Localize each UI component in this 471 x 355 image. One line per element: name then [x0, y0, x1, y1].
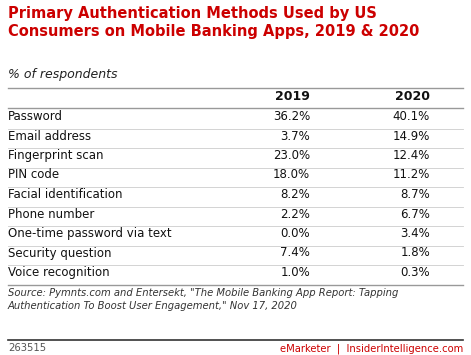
Text: 14.9%: 14.9%	[393, 130, 430, 142]
Text: 40.1%: 40.1%	[393, 110, 430, 123]
Text: 0.0%: 0.0%	[280, 227, 310, 240]
Text: Security question: Security question	[8, 246, 112, 260]
Text: 3.7%: 3.7%	[280, 130, 310, 142]
Text: Email address: Email address	[8, 130, 91, 142]
Text: Primary Authentication Methods Used by US
Consumers on Mobile Banking Apps, 2019: Primary Authentication Methods Used by U…	[8, 6, 419, 39]
Text: Phone number: Phone number	[8, 208, 94, 220]
Text: Facial identification: Facial identification	[8, 188, 122, 201]
Text: 3.4%: 3.4%	[400, 227, 430, 240]
Text: 23.0%: 23.0%	[273, 149, 310, 162]
Text: 2.2%: 2.2%	[280, 208, 310, 220]
Text: 8.2%: 8.2%	[280, 188, 310, 201]
Text: Fingerprint scan: Fingerprint scan	[8, 149, 104, 162]
Text: 36.2%: 36.2%	[273, 110, 310, 123]
Text: PIN code: PIN code	[8, 169, 59, 181]
Text: 263515: 263515	[8, 343, 46, 353]
Text: eMarketer  |  InsiderIntelligence.com: eMarketer | InsiderIntelligence.com	[280, 343, 463, 354]
Text: Voice recognition: Voice recognition	[8, 266, 110, 279]
Text: 1.0%: 1.0%	[280, 266, 310, 279]
Text: 18.0%: 18.0%	[273, 169, 310, 181]
Text: 12.4%: 12.4%	[393, 149, 430, 162]
Text: Password: Password	[8, 110, 63, 123]
Text: 1.8%: 1.8%	[400, 246, 430, 260]
Text: 6.7%: 6.7%	[400, 208, 430, 220]
Text: 7.4%: 7.4%	[280, 246, 310, 260]
Text: 11.2%: 11.2%	[393, 169, 430, 181]
Text: 0.3%: 0.3%	[400, 266, 430, 279]
Text: 8.7%: 8.7%	[400, 188, 430, 201]
Text: 2019: 2019	[275, 90, 310, 103]
Text: Source: Pymnts.com and Entersekt, "The Mobile Banking App Report: Tapping
Authen: Source: Pymnts.com and Entersekt, "The M…	[8, 288, 398, 311]
Text: One-time password via text: One-time password via text	[8, 227, 171, 240]
Text: % of respondents: % of respondents	[8, 68, 117, 81]
Text: 2020: 2020	[395, 90, 430, 103]
